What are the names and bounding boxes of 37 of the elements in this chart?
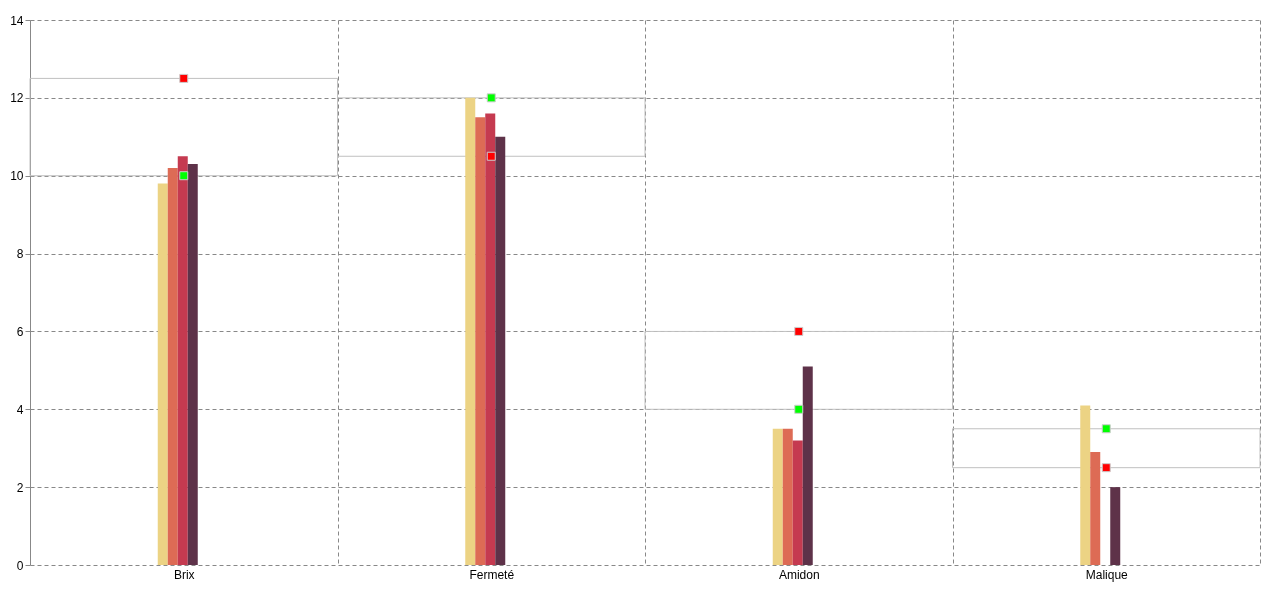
bar	[772, 428, 783, 565]
y-tick-label: 12	[10, 91, 24, 106]
point	[179, 73, 189, 83]
bar	[465, 97, 476, 565]
x-tick-label: Malique	[1085, 567, 1129, 582]
point	[1101, 463, 1111, 473]
y-tick-label: 14	[10, 13, 24, 28]
point	[794, 326, 804, 336]
bar	[1110, 487, 1121, 565]
bar	[1090, 452, 1101, 565]
bar	[485, 113, 496, 565]
bar	[475, 117, 486, 565]
y-tick-label: 2	[16, 480, 24, 495]
y-tick-label: 10	[10, 169, 24, 184]
bar	[495, 136, 506, 565]
bar	[177, 156, 188, 565]
bar	[644, 330, 953, 410]
y-tick-label: 0	[16, 558, 24, 573]
bar	[167, 167, 178, 565]
bar	[1080, 405, 1091, 565]
y-tick-label: 4	[16, 402, 24, 417]
bar	[782, 428, 793, 565]
x-tick-label: Fermeté	[469, 567, 515, 582]
point	[486, 93, 496, 103]
bar	[157, 183, 168, 565]
bar	[952, 428, 1261, 469]
y-tick-label: 8	[16, 247, 24, 262]
point	[794, 404, 804, 414]
bar	[802, 366, 813, 565]
x-tick-label: Brix	[173, 567, 195, 582]
bar	[792, 440, 803, 565]
point	[1101, 424, 1111, 434]
y-tick-label: 6	[16, 324, 24, 339]
point	[179, 171, 189, 181]
point	[486, 151, 496, 161]
bar	[187, 164, 198, 565]
x-tick-label: Amidon	[778, 567, 820, 582]
